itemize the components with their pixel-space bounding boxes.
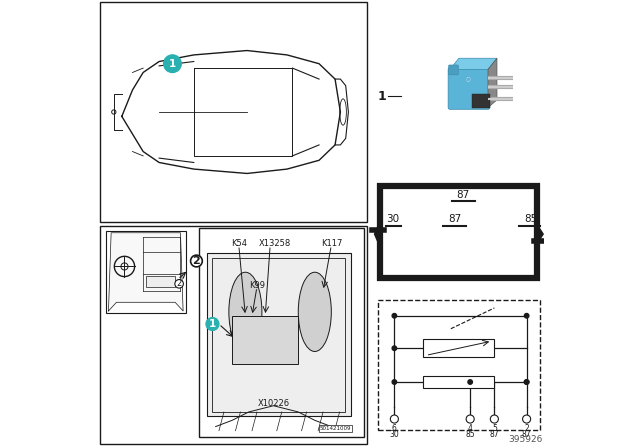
Text: K54: K54 [231,239,247,248]
Text: 85: 85 [465,430,475,439]
Bar [424,339,494,357]
Bar [424,376,494,388]
FancyBboxPatch shape [449,65,458,75]
Text: 87: 87 [448,214,461,224]
Circle shape [206,318,219,331]
Circle shape [392,380,397,384]
Polygon shape [450,58,497,69]
Text: 395926: 395926 [509,435,543,444]
Polygon shape [108,233,183,311]
Text: 501421009: 501421009 [319,426,351,431]
Circle shape [524,314,529,318]
Text: X13258: X13258 [259,239,291,248]
Bar [378,300,540,430]
Circle shape [490,415,499,423]
Circle shape [175,280,184,288]
Text: 2: 2 [524,424,529,433]
Text: K117: K117 [321,239,342,248]
Text: 87: 87 [490,430,499,439]
Circle shape [392,314,397,318]
Bar [106,231,186,313]
Text: 4: 4 [468,424,472,433]
Text: 30: 30 [386,214,399,224]
Text: 1: 1 [209,319,216,329]
Circle shape [390,415,398,423]
Text: 85: 85 [524,214,537,224]
Text: 2: 2 [177,279,182,289]
Bar [146,276,175,287]
Text: 2: 2 [193,256,200,266]
Circle shape [466,415,474,423]
Bar [100,2,367,222]
Bar [199,228,364,437]
Text: 1: 1 [378,90,387,103]
Bar [207,254,351,416]
Ellipse shape [298,272,332,352]
Circle shape [523,415,531,423]
Bar [212,258,344,412]
Circle shape [392,346,397,350]
Text: 87: 87 [522,430,531,439]
Bar [100,226,367,444]
Polygon shape [488,58,497,108]
Text: 87: 87 [457,190,470,200]
Polygon shape [538,225,544,243]
Bar [380,186,538,278]
Circle shape [164,55,181,73]
Text: 1: 1 [169,59,176,69]
Circle shape [524,380,529,384]
Polygon shape [374,221,380,247]
Text: 6: 6 [392,424,397,433]
Circle shape [524,380,529,384]
Text: X10226: X10226 [257,400,289,409]
Circle shape [191,255,202,267]
Bar [472,94,490,108]
Ellipse shape [229,272,262,352]
Circle shape [468,380,472,384]
Bar [232,316,298,364]
Text: 5: 5 [492,424,497,433]
Text: ○: ○ [465,76,470,81]
Text: K99: K99 [249,280,265,289]
FancyBboxPatch shape [448,68,490,109]
Text: 30: 30 [390,430,399,439]
